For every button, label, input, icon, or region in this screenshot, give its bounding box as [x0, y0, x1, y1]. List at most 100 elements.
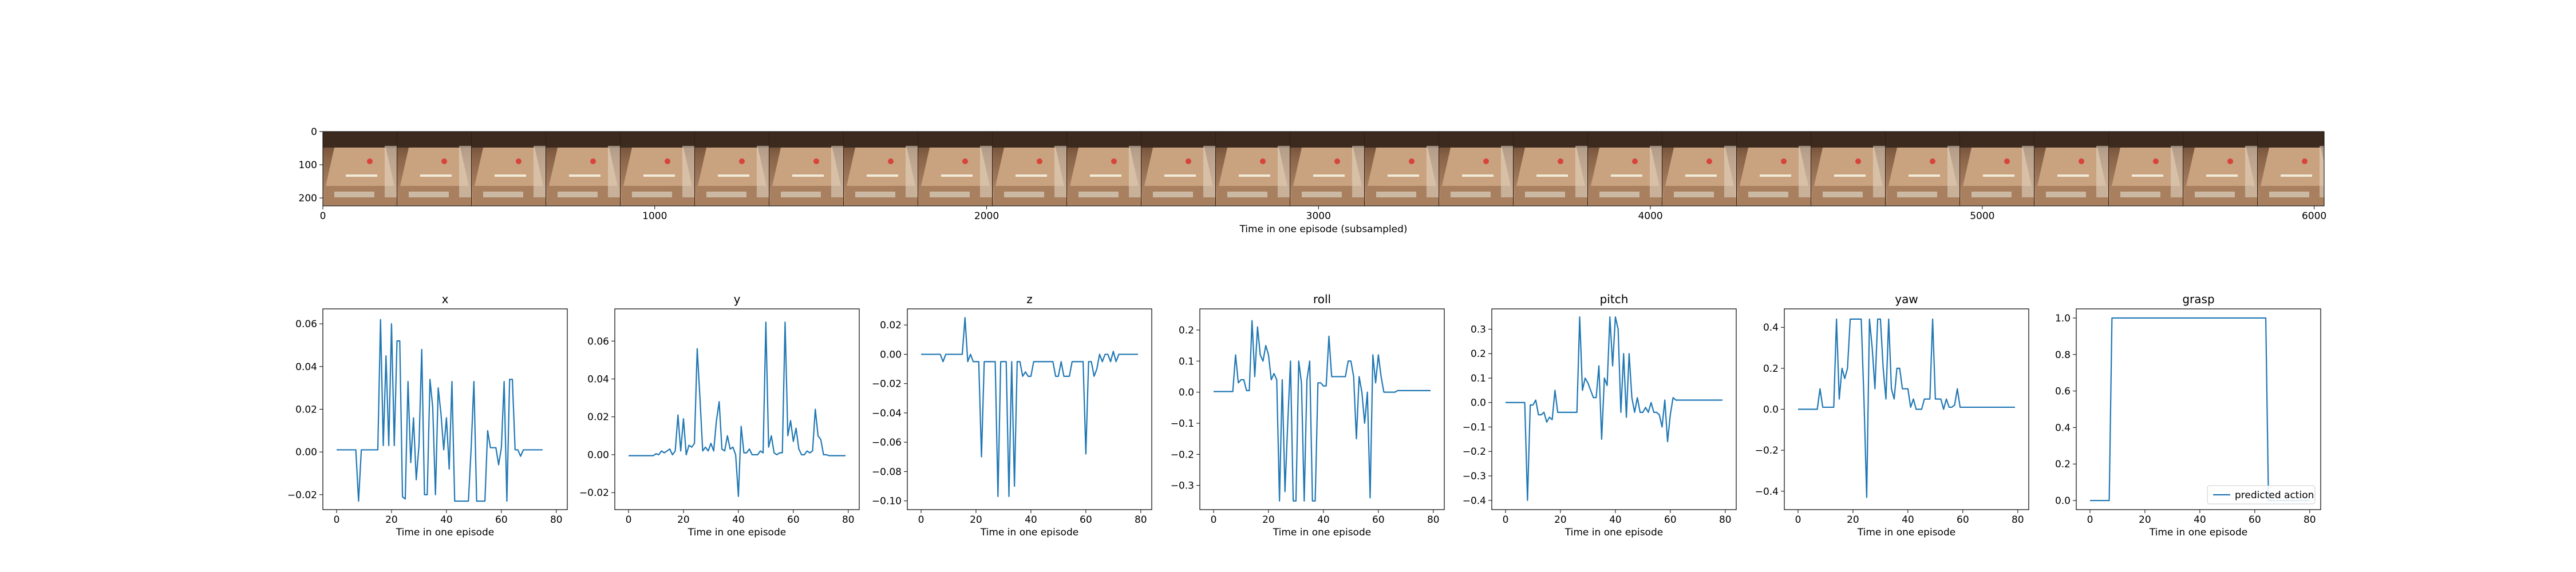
y-tick-label: 0.0: [1179, 387, 1194, 399]
subplot-title: z: [1026, 292, 1033, 306]
y-tick-label: −0.1: [1463, 422, 1486, 433]
y-tick-label: −0.06: [872, 437, 902, 448]
x-tick-label: 0: [918, 514, 924, 526]
x-tick-label: 80: [842, 514, 855, 526]
subplot-grasp: grasp 0 20 40 60 80 1.0 0.8 0.6 0.4 0.2 0.0 Time in …: [2055, 292, 2321, 538]
x-tick-label: 0: [1211, 514, 1217, 526]
y-tick-label: 0.2: [2055, 459, 2071, 470]
y-tick-label: 0.06: [295, 319, 317, 330]
y-tick-label: 0.4: [1763, 322, 1779, 333]
y-tick-label: 0.2: [1179, 325, 1194, 336]
x-tick-label: 60: [1957, 514, 1969, 526]
y-tick-label: 0.1: [1471, 373, 1486, 384]
x-tick-label: 0: [1795, 514, 1801, 526]
x-tick-label: 20: [970, 514, 982, 526]
y-tick-label: 0.2: [1471, 348, 1486, 360]
filmstrip-x-ticks: 0 1000 2000 3000 4000 5000 6000: [320, 206, 2326, 222]
filmstrip-x-tick-label: 6000: [2302, 210, 2326, 222]
y-tick-label: −0.02: [872, 379, 902, 390]
x-tick-label: 60: [787, 514, 800, 526]
y-tick-label: 0.04: [587, 374, 609, 386]
series-line: [628, 321, 846, 497]
axes-frame: [1784, 308, 2029, 510]
filmstrip-y-ticks: 0 100 200: [299, 126, 323, 204]
x-tick-label: 80: [550, 514, 563, 526]
y-tick-label: −0.3: [1463, 471, 1486, 482]
y-tick-label: 0.00: [880, 349, 902, 360]
y-tick-label: −0.02: [579, 487, 609, 499]
y-tick-label: −0.2: [1171, 449, 1194, 460]
x-tick-label: 60: [1080, 514, 1092, 526]
x-tick-label: 60: [495, 514, 508, 526]
x-tick-label: 20: [677, 514, 690, 526]
x-tick-label: 80: [2012, 514, 2024, 526]
y-tick-label: −0.1: [1171, 418, 1194, 430]
axes-frame: [614, 308, 860, 510]
y-tick-label: −0.3: [1171, 480, 1194, 492]
y-tick-label: −0.4: [1755, 486, 1779, 498]
x-axis-label: Time in one episode: [1857, 527, 1955, 538]
subplot-pitch: pitch 0 20 40 60 80 0.3 0.2 0.1 0.0 −0.1 −0.2 −0.3 −0…: [1463, 292, 1737, 538]
filmstrip-panel: 0 1000 2000 3000 4000 5000 6000 0 100 200 Time i…: [299, 126, 2327, 235]
y-tick-label: 0.06: [587, 336, 609, 347]
y-tick-label: −0.4: [1463, 495, 1486, 507]
series-line: [1505, 316, 1723, 501]
y-tick-label: −0.2: [1463, 446, 1486, 458]
series-line: [1797, 318, 2016, 498]
y-tick-label: 0.0: [2055, 495, 2071, 507]
x-tick-label: 0: [1503, 514, 1509, 526]
x-tick-label: 20: [385, 514, 398, 526]
axes-frame: [1491, 308, 1737, 510]
y-tick-label: 0.0: [1763, 404, 1779, 416]
legend-label: predicted action: [2235, 490, 2314, 501]
y-tick-label: 0.6: [2055, 386, 2071, 398]
y-tick-label: 0.3: [1471, 324, 1486, 335]
x-tick-label: 20: [2139, 514, 2151, 526]
x-tick-label: 40: [1902, 514, 1914, 526]
x-tick-label: 40: [440, 514, 453, 526]
filmstrip-x-tick-label: 2000: [974, 210, 999, 222]
x-tick-label: 60: [1664, 514, 1677, 526]
legend: predicted action: [2207, 485, 2316, 505]
subplot-title: grasp: [2182, 292, 2214, 306]
y-tick-label: 0.00: [295, 447, 317, 458]
series-line: [2089, 317, 2310, 502]
y-tick-label: −0.2: [1755, 445, 1779, 456]
y-tick-label: 0.1: [1179, 356, 1194, 367]
subplot-title: x: [442, 292, 449, 306]
y-tick-label: 1.0: [2055, 313, 2071, 324]
subplot-z: z 0 20 40 60 80 0.02 0.00 −0.02 −0.04 −0.06 −0.08 −0…: [872, 292, 1152, 538]
x-tick-label: 0: [334, 514, 340, 526]
x-tick-label: 40: [1025, 514, 1037, 526]
subplot-y: y 0 20 40 60 80 −0.02 0.00 0.02 0.04 0.06 Time in o…: [579, 292, 860, 538]
x-tick-label: 40: [732, 514, 745, 526]
filmstrip-y-tick-label: 0: [311, 126, 317, 138]
x-axis-label: Time in one episode: [980, 527, 1078, 538]
y-tick-label: 0.4: [2055, 422, 2071, 434]
subplot-title: yaw: [1895, 292, 1918, 306]
x-tick-label: 0: [2087, 514, 2093, 526]
legend-box: [2207, 485, 2316, 505]
x-axis-label: Time in one episode: [1273, 527, 1371, 538]
x-tick-label: 0: [626, 514, 632, 526]
y-tick-label: −0.08: [872, 466, 902, 478]
axes-frame: [907, 308, 1152, 510]
y-tick-label: 0.8: [2055, 349, 2071, 361]
y-tick-label: 0.00: [587, 450, 609, 461]
x-tick-label: 20: [1847, 514, 1859, 526]
x-tick-label: 80: [2304, 514, 2316, 526]
x-tick-label: 80: [1135, 514, 1147, 526]
y-tick-label: 0.02: [295, 404, 317, 416]
filmstrip-x-tick-label: 5000: [1970, 210, 1994, 222]
filmstrip-y-tick-label: 200: [299, 193, 317, 204]
axes-frame: [1199, 308, 1445, 510]
filmstrip-y-tick-label: 100: [299, 160, 317, 171]
x-axis-label: Time in one episode: [2149, 527, 2247, 538]
x-tick-label: 40: [1609, 514, 1622, 526]
x-axis-label: Time in one episode: [688, 527, 786, 538]
subplot-x: x 0 20 40 60 80 −0.02 0.00 0.02 0.04 0.06 Time in o…: [287, 292, 568, 538]
subplot-roll: roll 0 20 40 60 80 0.2 0.1 0.0 −0.1 −0.2 −0.3 Time i…: [1171, 292, 1445, 538]
subplot-title: y: [734, 292, 741, 306]
filmstrip-x-tick-label: 4000: [1638, 210, 1662, 222]
